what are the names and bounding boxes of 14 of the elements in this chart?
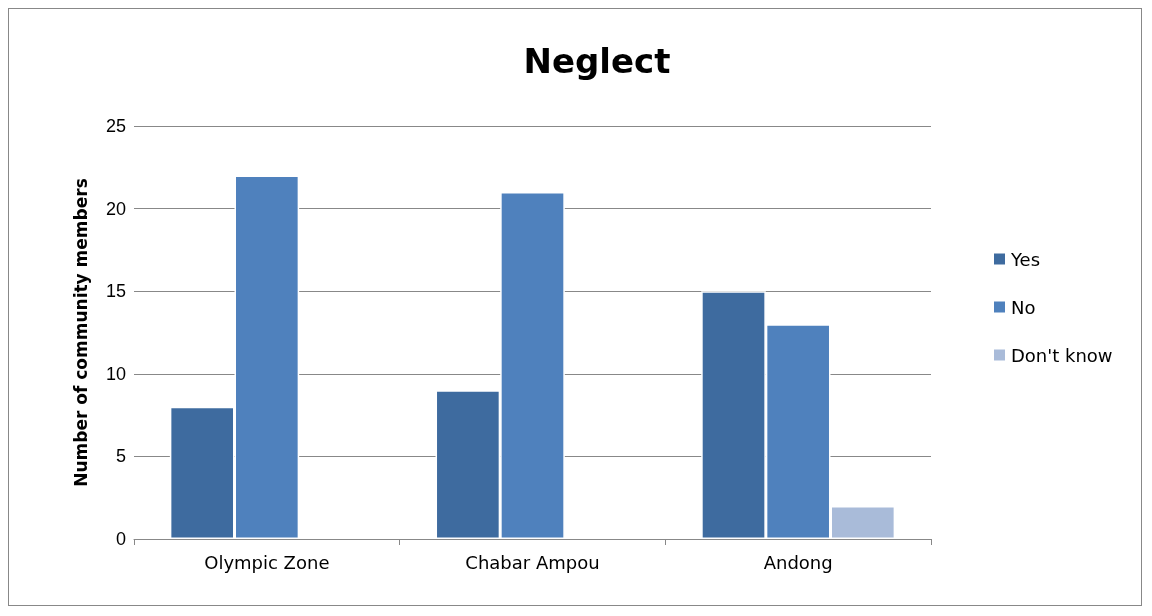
y-tick-label: 20	[105, 198, 126, 219]
legend-label: No	[1011, 296, 1036, 318]
legend-label: Don't know	[1011, 344, 1113, 366]
y-tick-label: 0	[115, 529, 126, 549]
y-tick-label: 25	[105, 116, 126, 136]
y-tick-label: 10	[105, 363, 126, 384]
chart-title: Neglect	[523, 41, 671, 81]
y-tick-label: 5	[115, 446, 126, 467]
x-tick-label: Andong	[763, 551, 833, 573]
x-tick-label: Olympic Zone	[204, 551, 330, 573]
legend-label: Yes	[1010, 248, 1041, 270]
x-tick-label: Chabar Ampou	[465, 551, 600, 573]
y-tick-label: 15	[105, 281, 126, 302]
y-axis-title: Number of community members	[70, 178, 91, 487]
